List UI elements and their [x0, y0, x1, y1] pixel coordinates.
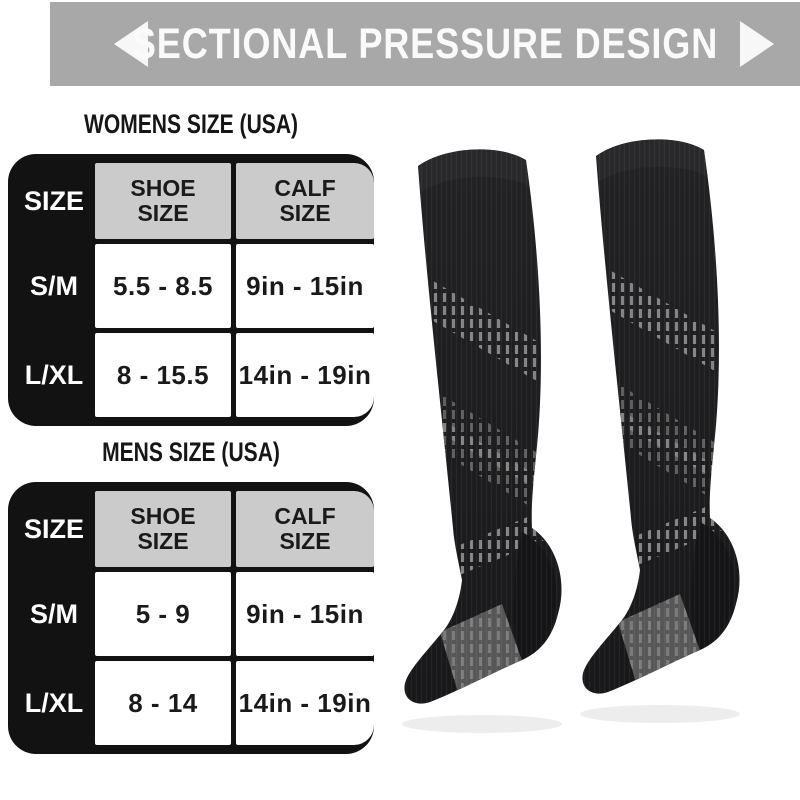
womens-col-header-shoe: SHOE SIZE	[95, 163, 231, 239]
mens-col-header-shoe-label: SHOE SIZE	[130, 503, 196, 554]
mens-table-title: MENS SIZE (USA)	[102, 437, 280, 467]
socks-photo	[396, 124, 776, 752]
mens-row2-shoe: 8 - 14	[95, 661, 231, 745]
womens-table-title: WOMENS SIZE (USA)	[83, 109, 299, 139]
womens-row1-shoe: 5.5 - 8.5	[95, 244, 231, 328]
womens-row2-shoe: 8 - 15.5	[95, 333, 231, 417]
sock-right	[580, 139, 740, 723]
womens-col-header-calf-label: CALF SIZE	[274, 175, 336, 226]
mens-col-header-size: SIZE	[23, 513, 84, 544]
womens-row1-size: S/M	[29, 270, 78, 301]
mens-col-header-calf-label: CALF SIZE	[274, 503, 336, 554]
womens-col-header-size: SIZE	[23, 185, 84, 216]
socks-image	[396, 124, 776, 752]
womens-col-header-shoe-label: SHOE SIZE	[130, 175, 196, 226]
mens-row2-size: L/XL	[24, 687, 84, 718]
womens-size-table: SIZE SHOE SIZE CALF SIZE S/M 5.5 - 8.5 9…	[8, 154, 374, 426]
mens-col-header-shoe: SHOE SIZE	[95, 491, 231, 567]
left-arrow-icon	[114, 21, 148, 67]
mens-row1-calf: 9in - 15in	[236, 572, 374, 656]
womens-size-section: WOMENS SIZE (USA) SIZE SHOE SIZE CALF SI…	[8, 108, 374, 426]
mens-size-table: SIZE SHOE SIZE CALF SIZE S/M 5 - 9 9in -…	[8, 482, 374, 754]
mens-size-section: MENS SIZE (USA) SIZE SHOE SIZE CALF SIZE…	[8, 436, 374, 754]
womens-row2-size: L/XL	[24, 359, 84, 390]
banner-title: SECTIONAL PRESSURE DESIGN	[131, 19, 719, 68]
womens-col-header-calf: CALF SIZE	[236, 163, 374, 239]
mens-col-header-calf: CALF SIZE	[236, 491, 374, 567]
sock-left	[402, 149, 562, 733]
right-arrow-icon	[740, 21, 774, 67]
mens-row1-shoe: 5 - 9	[95, 572, 231, 656]
mens-row1-size: S/M	[29, 598, 78, 629]
womens-row2-calf: 14in - 19in	[236, 333, 374, 417]
mens-row2-calf: 14in - 19in	[236, 661, 374, 745]
womens-row1-calf: 9in - 15in	[236, 244, 374, 328]
banner: SECTIONAL PRESSURE DESIGN	[50, 2, 800, 86]
